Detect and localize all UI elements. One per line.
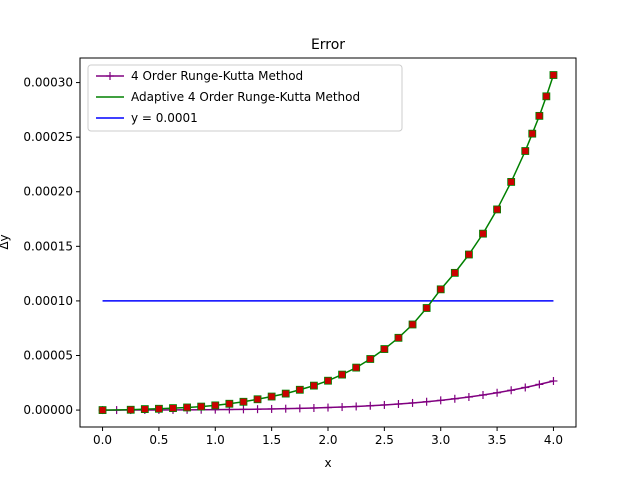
adaptive-rk4-point bbox=[366, 355, 375, 363]
legend-label: 4 Order Runge-Kutta Method bbox=[131, 69, 303, 83]
x-tick-label: 1.0 bbox=[206, 433, 225, 447]
adaptive-rk4-point bbox=[169, 404, 177, 413]
rk4-point bbox=[479, 390, 487, 399]
rk4-point bbox=[408, 398, 417, 407]
y-tick-label: 0.00020 bbox=[23, 185, 73, 199]
adaptive-rk4-point bbox=[450, 268, 459, 277]
adaptive-rk4-point bbox=[479, 229, 487, 238]
rk4-point bbox=[493, 388, 502, 397]
y-tick-label: 0.00005 bbox=[23, 348, 73, 362]
adaptive-rk4-point bbox=[183, 403, 191, 412]
x-tick-label: 3.5 bbox=[488, 433, 507, 447]
legend-entry-0: 4 Order Runge-Kutta Method bbox=[96, 69, 303, 83]
y-tick-label: 0.00030 bbox=[23, 76, 73, 90]
adaptive-rk4-point bbox=[352, 363, 361, 372]
adaptive-rk4-point bbox=[295, 385, 304, 394]
rk4-point bbox=[239, 405, 248, 414]
rk4-point bbox=[394, 400, 403, 409]
adaptive-rk4-point bbox=[239, 397, 248, 406]
x-tick-label: 2.0 bbox=[318, 433, 337, 447]
adaptive-rk4-point bbox=[98, 406, 107, 414]
adaptive-rk4-point bbox=[155, 404, 163, 413]
adaptive-rk4-point bbox=[535, 111, 544, 120]
rk4-point bbox=[366, 401, 375, 410]
x-tick-label: 1.5 bbox=[262, 433, 281, 447]
adaptive-rk4-point bbox=[324, 376, 332, 385]
rk4-point bbox=[464, 392, 473, 401]
adaptive-rk4-point bbox=[528, 129, 537, 138]
rk4-point bbox=[422, 397, 431, 406]
y-tick-label: 0.00015 bbox=[23, 239, 73, 253]
adaptive-rk4-point bbox=[549, 71, 558, 79]
adaptive-rk4-point bbox=[408, 320, 417, 329]
legend: 4 Order Runge-Kutta Method Adaptive 4 Ord… bbox=[87, 64, 403, 132]
rk4-point bbox=[380, 400, 389, 409]
adaptive-rk4-point bbox=[267, 392, 276, 401]
adaptive-rk4-point bbox=[211, 401, 220, 410]
rk4-point bbox=[436, 396, 445, 405]
rk4-point bbox=[535, 380, 544, 389]
legend-entry-2: y = 0.0001 bbox=[96, 111, 198, 125]
adaptive-rk4-point bbox=[465, 250, 473, 259]
x-tick-label: 2.5 bbox=[375, 433, 394, 447]
adaptive-rk4-point bbox=[253, 395, 262, 404]
adaptive-rk4-point bbox=[542, 92, 551, 101]
adaptive-rk4-point bbox=[126, 405, 135, 414]
adaptive-rk4-point bbox=[436, 285, 445, 294]
y-tick-label: 0.00010 bbox=[23, 294, 73, 308]
rk4-point bbox=[450, 394, 459, 403]
adaptive-rk4-point bbox=[310, 381, 318, 390]
x-tick-label: 4.0 bbox=[544, 433, 563, 447]
legend-label: y = 0.0001 bbox=[131, 111, 198, 125]
adaptive-rk4-point bbox=[380, 345, 389, 353]
adaptive-rk4-point bbox=[507, 178, 516, 186]
rk4-point bbox=[267, 404, 276, 413]
x-axis-label: x bbox=[324, 456, 331, 470]
adaptive-rk4-point bbox=[422, 304, 431, 312]
adaptive-rk4-point bbox=[225, 399, 234, 408]
adaptive-rk4-point bbox=[281, 389, 290, 398]
y-axis: 0.00000 0.00005 0.00010 0.00015 0.00020 0.000… bbox=[23, 76, 80, 417]
y-axis-label: Δy bbox=[0, 234, 11, 249]
plot-area bbox=[98, 71, 558, 415]
adaptive-rk4-point bbox=[394, 333, 403, 342]
rk4-point bbox=[521, 383, 530, 392]
x-tick-label: 3.0 bbox=[431, 433, 450, 447]
rk4-point bbox=[309, 403, 318, 412]
rk4-point bbox=[295, 404, 304, 413]
adaptive-rk4-point bbox=[197, 402, 206, 411]
legend-entry-1: Adaptive 4 Order Runge-Kutta Method bbox=[96, 90, 360, 104]
legend-label: Adaptive 4 Order Runge-Kutta Method bbox=[131, 90, 360, 104]
rk4-point bbox=[324, 403, 332, 412]
y-tick-label: 0.00025 bbox=[23, 130, 73, 144]
x-tick-label: 0.5 bbox=[149, 433, 168, 447]
x-axis: 0.0 0.5 1.0 1.5 2.0 2.5 3.0 3.5 4.0 bbox=[93, 427, 563, 447]
adaptive-rk4-point bbox=[493, 205, 501, 214]
rk4-point bbox=[338, 403, 347, 412]
rk4-point bbox=[507, 386, 516, 395]
rk4-point bbox=[281, 404, 290, 413]
rk4-point bbox=[352, 402, 361, 411]
x-tick-label: 0.0 bbox=[93, 433, 112, 447]
rk4-point bbox=[253, 405, 262, 414]
y-tick-label: 0.00000 bbox=[23, 403, 73, 417]
adaptive-rk4-point bbox=[338, 370, 346, 379]
chart-title: Error bbox=[311, 37, 345, 53]
series-line-1 bbox=[102, 74, 555, 411]
adaptive-rk4-point bbox=[140, 405, 149, 413]
rk4-point bbox=[549, 376, 558, 385]
adaptive-rk4-point bbox=[521, 147, 530, 155]
legend-box bbox=[87, 64, 403, 132]
